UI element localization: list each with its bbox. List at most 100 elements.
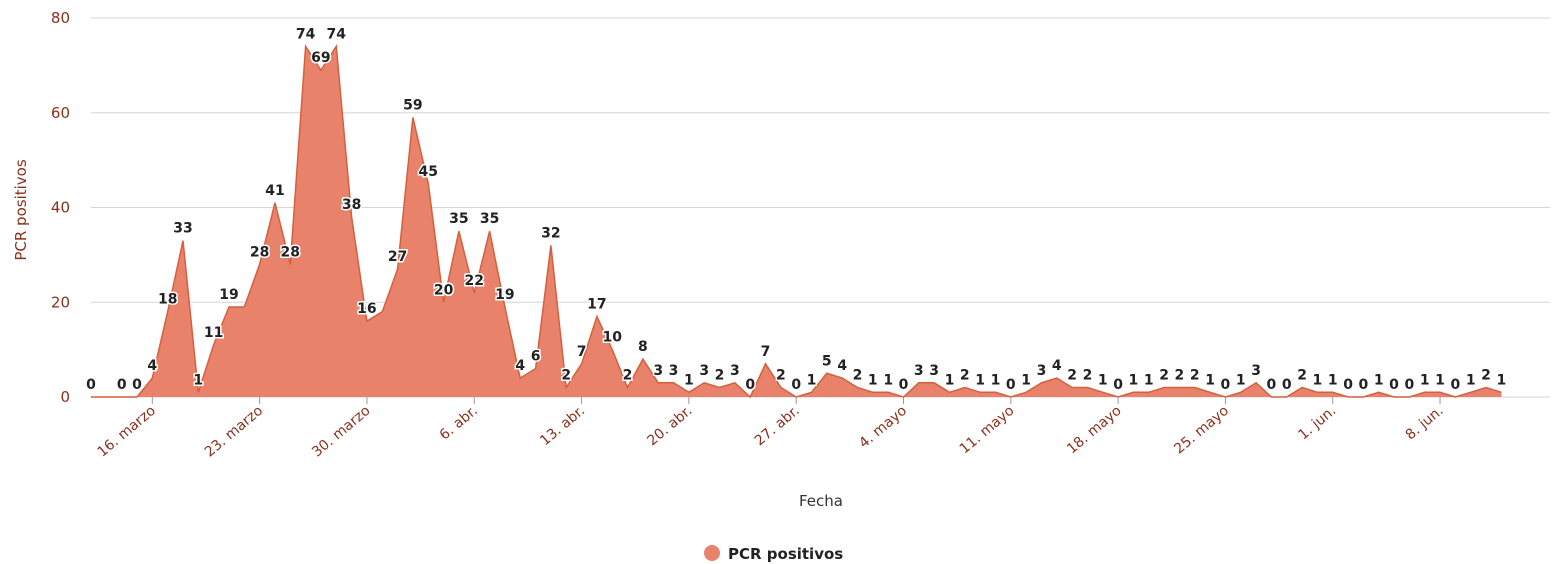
x-tick-label: 30. marzo xyxy=(309,403,373,461)
data-label: 1 xyxy=(1144,372,1154,388)
data-label: 1 xyxy=(868,372,878,388)
data-label: 1 xyxy=(1466,372,1476,388)
data-label: 1 xyxy=(975,372,985,388)
legend-swatch xyxy=(704,545,720,561)
data-label: 1 xyxy=(1420,372,1430,388)
data-label: 4 xyxy=(147,358,157,374)
data-label: 1 xyxy=(193,372,203,388)
x-tick-label: 25. mayo xyxy=(1171,403,1232,458)
data-label: 1 xyxy=(991,372,1001,388)
data-label: 0 xyxy=(1221,377,1231,393)
data-label: 1 xyxy=(883,372,893,388)
data-label: 4 xyxy=(837,358,847,374)
data-label: 1 xyxy=(1098,372,1108,388)
data-label: 2 xyxy=(1159,368,1169,384)
data-label: 3 xyxy=(653,363,663,379)
data-label: 3 xyxy=(1037,363,1047,379)
x-tick-label: 6. abr. xyxy=(437,403,481,444)
data-label: 1 xyxy=(807,372,817,388)
x-tick-label: 13. abr. xyxy=(537,403,588,449)
data-label: 5 xyxy=(822,353,832,369)
data-label: 3 xyxy=(730,363,740,379)
data-label: 2 xyxy=(1190,368,1200,384)
data-label: 4 xyxy=(515,358,525,374)
data-label: 35 xyxy=(449,211,468,227)
data-label: 28 xyxy=(250,244,269,260)
data-label: 18 xyxy=(158,292,177,308)
x-tick-label: 20. abr. xyxy=(644,403,695,449)
data-label: 74 xyxy=(327,26,347,42)
data-label: 0 xyxy=(117,377,127,393)
data-label: 1 xyxy=(1129,372,1139,388)
data-label: 16 xyxy=(357,301,376,317)
data-label: 0 xyxy=(1451,377,1461,393)
data-label: 3 xyxy=(699,363,709,379)
data-label: 19 xyxy=(219,287,238,303)
x-tick-label: 8. jun. xyxy=(1403,403,1447,443)
data-label: 0 xyxy=(899,377,909,393)
data-label: 22 xyxy=(465,273,484,289)
data-label: 0 xyxy=(86,377,96,393)
data-label: 6 xyxy=(531,349,541,365)
data-label: 2 xyxy=(960,368,970,384)
data-label: 3 xyxy=(929,363,939,379)
data-label: 3 xyxy=(914,363,924,379)
data-label: 27 xyxy=(388,249,407,265)
data-label: 1 xyxy=(1435,372,1445,388)
data-label: 69 xyxy=(311,50,330,66)
data-label: 17 xyxy=(587,297,606,313)
x-tick-label: 4. mayo xyxy=(856,403,910,452)
data-label: 2 xyxy=(1067,368,1077,384)
data-label: 0 xyxy=(1282,377,1292,393)
data-label: 0 xyxy=(1006,377,1016,393)
data-label: 1 xyxy=(945,372,955,388)
data-label: 59 xyxy=(403,98,422,114)
data-label: 2 xyxy=(1083,368,1093,384)
data-label: 0 xyxy=(1267,377,1277,393)
legend[interactable]: PCR positivos xyxy=(704,545,843,563)
data-label: 7 xyxy=(761,344,771,360)
data-label: 1 xyxy=(1328,372,1338,388)
data-label: 4 xyxy=(1052,358,1062,374)
data-label: 3 xyxy=(1251,363,1261,379)
x-axis-ticks: 16. marzo 23. marzo 30. marzo 6. abr. 13. ab… xyxy=(95,397,1447,460)
data-label: 41 xyxy=(265,183,284,199)
data-label: 0 xyxy=(1405,377,1415,393)
data-label: 1 xyxy=(1236,372,1246,388)
x-axis-title: Fecha xyxy=(799,492,843,510)
y-tick-label-20: 20 xyxy=(51,293,70,311)
y-tick-label-0: 0 xyxy=(60,388,70,406)
data-label: 28 xyxy=(281,244,300,260)
x-tick-label: 11. mayo xyxy=(957,403,1018,458)
data-label: 1 xyxy=(1205,372,1215,388)
data-label: 8 xyxy=(638,339,648,355)
data-label: 38 xyxy=(342,197,361,213)
data-label: 2 xyxy=(776,368,786,384)
data-label: 3 xyxy=(669,363,679,379)
data-label: 2 xyxy=(1481,368,1491,384)
data-label: 1 xyxy=(1497,372,1507,388)
data-label: 74 xyxy=(296,26,316,42)
data-label: 0 xyxy=(132,377,142,393)
data-label: 2 xyxy=(1175,368,1185,384)
x-tick-label: 18. mayo xyxy=(1064,403,1125,458)
data-label: 33 xyxy=(173,221,192,237)
series-area-fill xyxy=(91,46,1502,398)
data-label: 0 xyxy=(1389,377,1399,393)
data-label: 10 xyxy=(602,330,622,346)
data-label: 0 xyxy=(791,377,801,393)
y-tick-label-80: 80 xyxy=(51,9,70,27)
data-label: 35 xyxy=(480,211,499,227)
data-label: 2 xyxy=(561,368,571,384)
data-label: 0 xyxy=(1113,377,1123,393)
y-tick-label-60: 60 xyxy=(51,104,70,122)
data-label: 0 xyxy=(1359,377,1369,393)
legend-label: PCR positivos xyxy=(728,545,843,563)
data-labels: 0 0 04183311119284128746974381627594520352… xyxy=(85,25,1508,395)
data-label: 2 xyxy=(623,368,633,384)
data-label: 1 xyxy=(1021,372,1031,388)
data-label: 19 xyxy=(495,287,514,303)
data-label: 11 xyxy=(204,325,223,341)
data-label: 2 xyxy=(853,368,863,384)
